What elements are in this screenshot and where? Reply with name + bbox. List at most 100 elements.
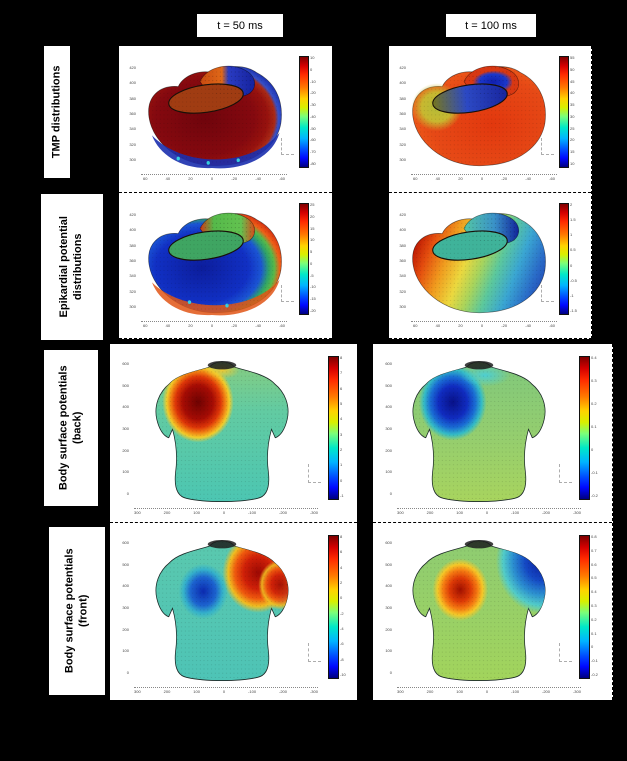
tick-label: 300 bbox=[134, 510, 141, 515]
tick-label: -60 bbox=[279, 176, 285, 181]
torso-mesh-front50 bbox=[155, 539, 289, 681]
y-axis-ticks: 420 400 380 360 340 320 300 bbox=[393, 213, 406, 309]
y-axis-ticks: 600 500 400 300 200 100 0 bbox=[114, 541, 129, 675]
tick-label: -70 bbox=[310, 149, 316, 155]
tick-label: -300 bbox=[309, 689, 318, 694]
heart-mesh-tmp100 bbox=[411, 65, 546, 167]
tick-label: 200 bbox=[122, 626, 129, 632]
tick-label: 360 bbox=[129, 110, 136, 116]
tick-label: 340 bbox=[129, 273, 136, 279]
tick-label: 20 bbox=[458, 176, 463, 181]
colorbar bbox=[559, 56, 569, 168]
colorbar-ticks: 55 50 45 40 35 30 25 20 15 10 bbox=[570, 56, 582, 166]
x-axis-line bbox=[411, 174, 557, 175]
tick-label: -80 bbox=[310, 160, 316, 166]
tick-label: 7 bbox=[340, 370, 343, 376]
tick-label: 400 bbox=[399, 227, 406, 233]
tick-label: -0.1 bbox=[591, 658, 598, 664]
tick-label: 1.5 bbox=[570, 217, 576, 223]
tick-label: 6 bbox=[340, 385, 343, 391]
panel-epicardial-t100: 420 400 380 360 340 320 300 bbox=[389, 193, 591, 339]
tick-label: 100 bbox=[193, 689, 200, 694]
tick-label: 420 bbox=[399, 65, 406, 70]
tick-label: 0 bbox=[389, 490, 392, 496]
tick-label: -20 bbox=[231, 176, 238, 181]
tick-label: 60 bbox=[413, 323, 418, 328]
mini-3d-axis bbox=[559, 464, 572, 483]
tick-label: -40 bbox=[525, 323, 532, 328]
tick-label: -300 bbox=[572, 689, 581, 694]
tick-label: 0 bbox=[310, 260, 313, 266]
tick-label: 1 bbox=[570, 232, 573, 238]
tick-label: 25 bbox=[310, 202, 315, 207]
tick-label: 10 bbox=[570, 160, 575, 166]
y-axis-ticks: 600 500 400 300 200 100 0 bbox=[114, 362, 129, 496]
x-axis-line bbox=[141, 174, 287, 175]
tick-label: -0.1 bbox=[591, 470, 598, 475]
tick-label: -10 bbox=[340, 671, 346, 677]
tick-label: -2 bbox=[340, 610, 344, 616]
tick-label: 15 bbox=[570, 149, 575, 155]
panel-body-back-t100: 600 500 400 300 200 100 0 bbox=[373, 344, 612, 523]
tick-label: 8 bbox=[340, 534, 343, 539]
tick-label: -20 bbox=[231, 323, 238, 328]
colorbar bbox=[299, 203, 309, 315]
x-axis-ticks: 300 200 100 0 -100 -200 -300 bbox=[397, 511, 581, 515]
y-axis-ticks: 420 400 380 360 340 320 300 bbox=[123, 213, 136, 309]
tick-label: 340 bbox=[129, 126, 136, 132]
tick-label: 600 bbox=[122, 540, 129, 545]
tick-label: -40 bbox=[255, 323, 262, 328]
tick-label: 0 bbox=[310, 66, 313, 72]
tick-label: -40 bbox=[525, 176, 532, 181]
tick-label: 600 bbox=[385, 540, 392, 545]
tick-label: 420 bbox=[129, 212, 136, 217]
tick-label: 380 bbox=[399, 95, 406, 101]
x-axis-line bbox=[411, 321, 557, 322]
tick-label: 200 bbox=[426, 510, 434, 515]
tick-label: -60 bbox=[549, 323, 555, 328]
tick-label: -0.5 bbox=[570, 277, 577, 283]
panel-body-front-t50: 600 500 400 300 200 100 0 bbox=[110, 523, 357, 701]
x-axis-ticks: 60 40 20 0 -20 -40 -60 bbox=[413, 177, 555, 181]
tick-label: 100 bbox=[456, 689, 463, 694]
torso-mesh-back100 bbox=[412, 360, 546, 502]
mini-3d-axis bbox=[541, 138, 554, 155]
tick-label: 4 bbox=[340, 416, 343, 422]
tick-label: 380 bbox=[129, 242, 136, 248]
tick-label: -100 bbox=[248, 510, 257, 515]
tick-label: -20 bbox=[501, 323, 508, 328]
tick-label: 400 bbox=[122, 404, 129, 410]
mini-3d-axis bbox=[281, 285, 294, 302]
x-axis-ticks: 300 200 100 0 -100 -200 -300 bbox=[134, 511, 318, 515]
tick-label: 0 bbox=[591, 644, 594, 650]
tick-label: 340 bbox=[399, 273, 406, 279]
tick-label: -4 bbox=[340, 625, 344, 631]
tick-label: 20 bbox=[188, 176, 193, 181]
tick-label: 340 bbox=[399, 126, 406, 132]
row-label-epicardial-line2: distributions bbox=[72, 233, 84, 301]
tick-label: 600 bbox=[122, 361, 129, 366]
tick-label: -300 bbox=[309, 510, 318, 515]
panel-tmp-t50: 420 400 380 360 340 320 300 bbox=[119, 46, 332, 193]
tick-label: 0.6 bbox=[591, 561, 597, 567]
tick-label: 600 bbox=[385, 361, 392, 366]
tick-label: 0.3 bbox=[591, 602, 597, 608]
colorbar bbox=[328, 356, 339, 500]
tick-label: 40 bbox=[435, 176, 441, 181]
tick-label: 0.3 bbox=[591, 378, 597, 383]
tick-label: 0.1 bbox=[591, 630, 597, 636]
colorbar bbox=[299, 56, 309, 168]
tick-label: 0 bbox=[210, 323, 214, 328]
tick-label: 0.1 bbox=[591, 424, 597, 429]
tick-label: -200 bbox=[279, 510, 288, 515]
tick-label: -20 bbox=[501, 176, 508, 181]
tick-label: -40 bbox=[310, 113, 316, 119]
colorbar-ticks: 8 6 4 2 0 -2 -4 -6 -8 -10 bbox=[340, 535, 354, 677]
colorbar-ticks: 10 0 -10 -20 -30 -40 -50 -60 -70 -80 bbox=[310, 56, 322, 166]
row-label-epicardial: Epikardial potential distributions bbox=[41, 194, 103, 340]
row-label-body-back: Body surface potentials (back) bbox=[44, 350, 98, 506]
tick-label: -20 bbox=[310, 90, 316, 96]
tick-label: 60 bbox=[143, 323, 148, 328]
tick-label: 60 bbox=[413, 176, 418, 181]
